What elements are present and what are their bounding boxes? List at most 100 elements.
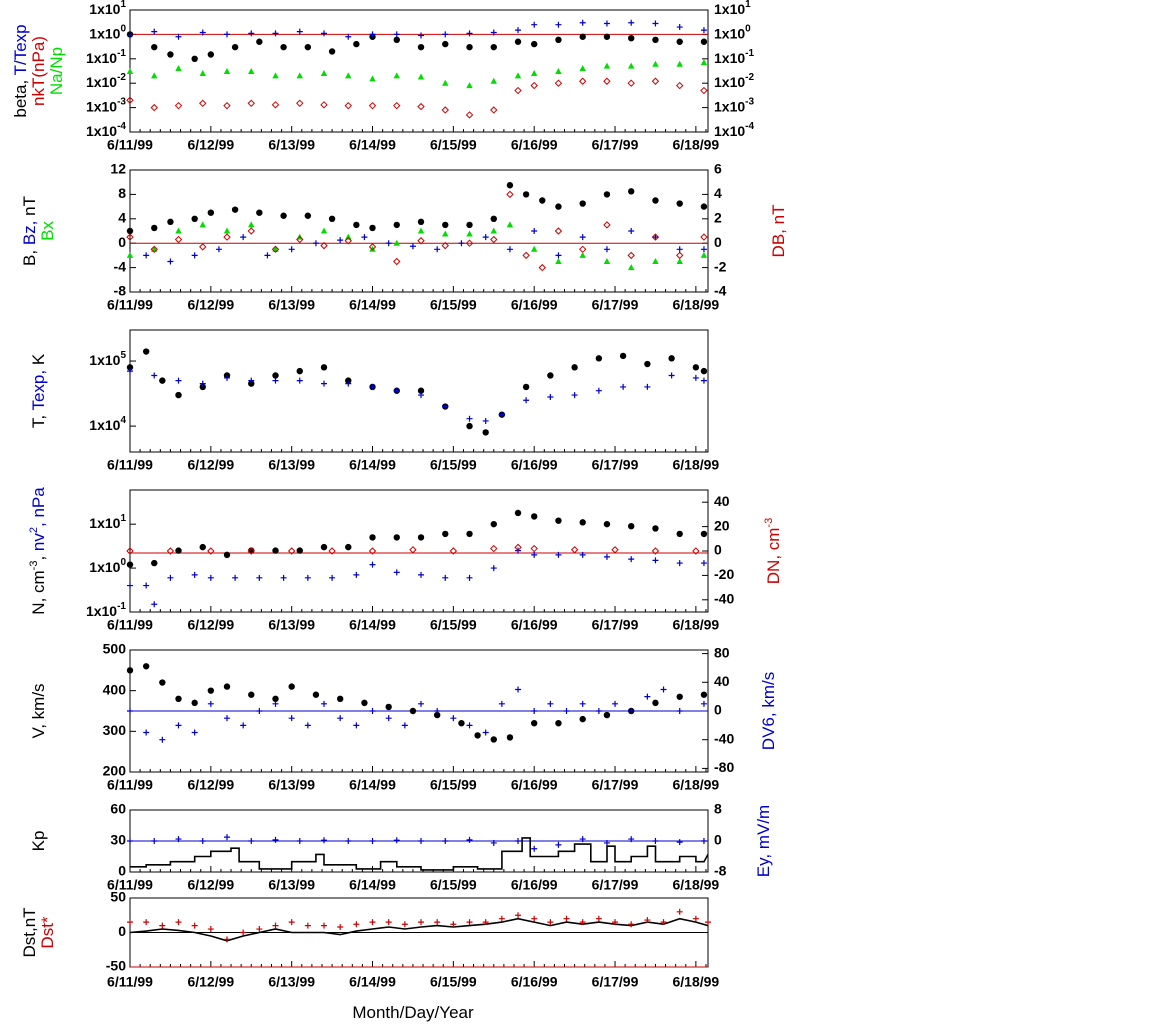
series-beta [126,31,708,62]
data-point [651,547,660,555]
data-point [224,834,231,841]
data-point [442,31,449,38]
right-tick-label: 2 [714,210,722,226]
x-tick-label: 6/16/99 [511,457,558,473]
data-point [700,377,707,384]
y-tick-label: 1x104 [89,415,126,433]
data-point [563,708,570,714]
data-point [224,936,231,943]
x-tick-label: 6/13/99 [268,974,315,990]
data-point [579,919,586,926]
x-tick-label: 6/18/99 [673,137,720,153]
data-point [490,235,498,244]
right-tick-label: 0 [714,542,722,558]
x-tick-label: 6/12/99 [187,457,234,473]
data-point [240,234,247,241]
data-point [409,243,416,250]
data-point [175,722,182,729]
right-tick-label: -8 [714,863,727,879]
data-point [676,24,683,31]
data-point [353,40,360,48]
data-point [490,106,498,114]
panel-frame [129,169,709,293]
data-point [369,708,376,714]
x-tick-label: 6/14/99 [349,457,396,473]
x-tick-label: 6/15/99 [430,877,477,893]
right-tick-label: 80 [714,644,730,660]
data-point [531,915,538,922]
right-axis-title: DV6, km/s [759,672,778,750]
left-axis-title-line: N, cm-3, nv2, nPa [28,487,49,615]
x-tick-label: 6/17/99 [592,297,639,313]
data-point [603,520,611,528]
data-point [692,374,699,381]
data-point [321,380,328,387]
data-point [143,252,150,259]
data-point [345,233,352,240]
data-point [223,683,231,690]
data-point [296,99,304,108]
data-point [676,246,683,253]
data-point [256,209,263,216]
data-point [175,227,182,234]
data-point [442,403,449,410]
data-point [482,234,489,241]
data-point [692,547,700,555]
data-point [320,69,328,76]
right-tick-label: -40 [714,730,734,746]
left-axis-title: V, km/s [29,683,48,738]
data-point [417,227,425,234]
data-point [151,838,158,844]
y-tick-label: -50 [106,958,126,974]
data-point [651,233,660,241]
x-tick-label: 6/13/99 [268,777,315,793]
data-point [256,38,263,45]
data-point [272,922,279,929]
data-point [434,708,441,714]
data-point [345,33,352,40]
data-point [304,212,312,219]
data-point [628,188,635,195]
x-tick-label: 6/13/99 [268,137,315,153]
data-point [668,372,675,379]
data-point [231,43,239,51]
data-point [547,394,554,401]
panel-density: 6/11/99 6/12/99 6/13/99 6/14/99 6/15/99 6/16/… [28,487,784,633]
data-point [514,38,522,45]
data-point [385,919,392,926]
data-point [531,845,538,852]
y-tick-label: 1x10-1 [86,48,126,66]
data-point [126,227,134,235]
data-point [345,72,352,79]
data-point [393,837,400,844]
y-tick-label: 4 [118,210,126,226]
data-point [126,68,134,75]
data-point [466,574,473,581]
data-point [700,86,708,95]
data-point [465,239,474,247]
data-point [353,921,360,928]
data-point [515,912,522,919]
y-tick-label: 200 [103,763,127,779]
data-point [393,387,400,394]
x-tick-label: 6/16/99 [511,777,558,793]
data-point [652,557,659,564]
data-point [369,75,376,82]
y-tick-label: 8 [118,185,126,201]
data-point [676,200,683,207]
x-tick-label: 6/16/99 [511,617,558,633]
data-point [579,19,586,26]
y-tick-label: 1x105 [89,350,126,368]
data-point [563,915,570,922]
data-point [247,99,255,108]
x-tick-label: 6/13/99 [268,297,315,313]
series-bx [126,221,708,271]
right-tick-label: 4 [714,185,722,201]
data-point [668,355,675,362]
data-point [320,101,328,109]
data-point [522,251,530,260]
x-tick-label: 6/12/99 [187,617,234,633]
data-point [296,547,303,554]
series-b [126,182,708,235]
left-axis-title: Dst,nT Dst* [20,907,57,957]
